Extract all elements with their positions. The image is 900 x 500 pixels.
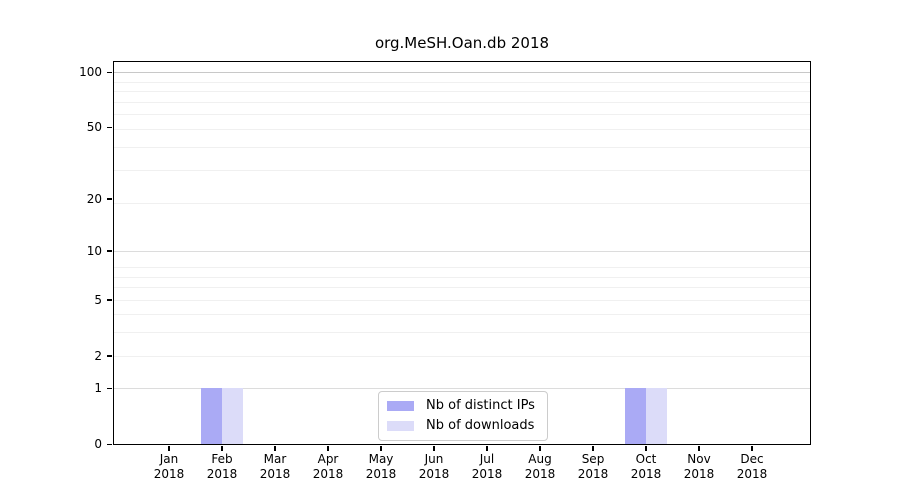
gridline-minor (114, 299, 810, 301)
y-tick-mark (107, 443, 112, 445)
bar-distinct-ips (201, 388, 222, 444)
gridline-minor (114, 267, 810, 269)
x-tick-mark (592, 446, 594, 451)
y-tick-label: 50 (86, 120, 102, 135)
x-tick-mark (327, 446, 329, 451)
legend-item-downloads: Nb of downloads (387, 418, 535, 434)
y-tick-mark (107, 250, 112, 252)
x-tick-label: Nov 2018 (683, 452, 715, 481)
gridline-minor (114, 202, 810, 204)
x-tick-mark (221, 446, 223, 451)
y-tick-label: 0 (94, 437, 102, 451)
bar-downloads (222, 388, 243, 444)
chart-title: org.MeSH.Oan.db 2018 (374, 34, 550, 52)
legend-swatch-downloads (387, 421, 414, 431)
y-tick-mark (107, 299, 112, 301)
gridline-major (114, 388, 810, 390)
x-tick-mark (539, 446, 541, 451)
gridline-minor (114, 355, 810, 357)
y-tick-label: 100 (79, 65, 102, 80)
x-tick-mark (380, 446, 382, 451)
gridline-minor (114, 81, 810, 83)
y-tick-mark (107, 126, 112, 129)
x-tick-label: Sep 2018 (577, 452, 609, 481)
y-tick-mark (107, 198, 112, 200)
y-tick-mark (107, 71, 112, 74)
gridline-minor (114, 287, 810, 289)
bar-distinct-ips (625, 388, 646, 444)
y-tick-label: 10 (86, 243, 102, 258)
gridline-minor (114, 147, 810, 149)
y-tick-label: 5 (94, 292, 102, 307)
gridline-minor (114, 170, 810, 172)
y-tick-label: 2 (94, 348, 102, 363)
y-tick-mark (107, 355, 112, 357)
x-tick-mark (274, 446, 276, 451)
x-tick-label: Apr 2018 (312, 452, 344, 481)
x-tick-label: Feb 2018 (206, 452, 238, 481)
gridline-minor (114, 91, 810, 93)
x-tick-label: Jun 2018 (418, 452, 450, 481)
gridline-minor (114, 332, 810, 334)
gridline-minor (114, 114, 810, 116)
bar-downloads (646, 388, 667, 444)
x-tick-label: Aug 2018 (524, 452, 556, 481)
x-tick-label: Jan 2018 (153, 452, 185, 481)
x-tick-mark (486, 446, 488, 451)
gridline-major (114, 250, 810, 252)
y-tick-label: 20 (86, 191, 102, 206)
gridline-minor (114, 129, 810, 131)
x-tick-mark (168, 446, 170, 451)
gridline-minor (114, 276, 810, 278)
legend-label-distinct-ips: Nb of distinct IPs (426, 398, 535, 413)
x-tick-label: Jul 2018 (471, 452, 503, 481)
y-tick-label: 1 (94, 381, 102, 396)
gridline-minor (114, 101, 810, 103)
gridline-minor (114, 314, 810, 316)
x-tick-mark (433, 446, 435, 451)
gridline-major (114, 72, 810, 74)
x-tick-mark (698, 446, 700, 451)
plot-area: Nb of distinct IPs Nb of downloads 0 1 2 5 1… (79, 61, 811, 481)
legend-swatch-distinct-ips (387, 401, 414, 411)
x-tick-mark (645, 446, 647, 451)
x-tick-label: Oct 2018 (630, 452, 662, 481)
x-tick-mark (751, 446, 753, 451)
x-tick-label: Mar 2018 (259, 452, 291, 481)
y-tick-mark (107, 387, 112, 390)
legend: Nb of distinct IPs Nb of downloads (378, 391, 548, 441)
legend-item-distinct-ips: Nb of distinct IPs (387, 398, 535, 414)
legend-label-downloads: Nb of downloads (426, 418, 535, 433)
x-tick-label: Dec 2018 (736, 452, 768, 481)
x-tick-label: May 2018 (365, 452, 397, 481)
